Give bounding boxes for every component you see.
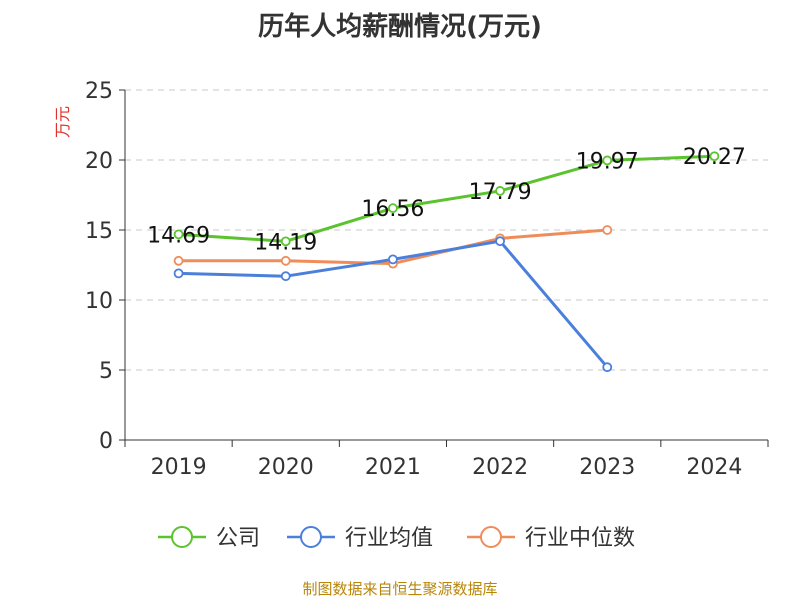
data-label: 17.79 <box>469 180 532 205</box>
y-tick-label: 25 <box>85 79 113 104</box>
data-point <box>280 271 291 282</box>
data-label: 19.97 <box>576 149 639 174</box>
data-point <box>602 362 613 373</box>
chart-title: 历年人均薪酬情况(万元) <box>258 12 542 42</box>
data-point <box>388 203 398 214</box>
data-point <box>173 229 184 240</box>
legend-marker <box>480 526 502 548</box>
data-point <box>388 254 398 265</box>
legend-marker <box>171 526 193 548</box>
data-label: 20.27 <box>683 145 746 170</box>
series-line-0 <box>178 154 715 243</box>
grid-lines <box>125 89 768 371</box>
legend-marker <box>300 526 322 548</box>
y-tick-label: 10 <box>85 289 113 314</box>
data-label: 14.69 <box>147 223 210 248</box>
legend-label: 公司 <box>216 526 260 551</box>
data-point <box>709 151 720 162</box>
data-point <box>173 268 184 279</box>
legend-item-0: 公司 <box>158 526 260 551</box>
y-tick-label: 15 <box>85 219 113 244</box>
source-note: 制图数据来自恒生聚源数据库 <box>302 580 498 598</box>
data-labels: 14.69 14.19 16.56 17.79 19.97 20.27 <box>147 145 746 255</box>
data-point <box>173 255 184 266</box>
data-point <box>280 236 291 247</box>
data-point <box>602 225 613 235</box>
y-tick-label: 5 <box>99 359 113 384</box>
x-tick-label: 2023 <box>579 455 635 480</box>
legend: 公司 行业均值 行业中位数 <box>158 526 635 551</box>
legend-label: 行业均值 <box>345 526 433 551</box>
data-point <box>495 186 505 196</box>
y-tick-label: 0 <box>99 429 113 454</box>
x-tick-label: 2019 <box>151 455 207 480</box>
y-axis-label: 万元 <box>53 106 72 138</box>
series-lines <box>173 151 720 373</box>
axes: 0 5 10 15 20 25 2019 2020 2021 2022 2023 2024 <box>85 79 769 480</box>
x-tick-label: 2024 <box>686 455 742 480</box>
legend-item-2: 行业中位数 <box>467 526 635 551</box>
x-tick-label: 2020 <box>258 455 314 480</box>
data-label: 14.19 <box>254 230 317 255</box>
legend-label: 行业中位数 <box>525 526 635 551</box>
x-tick-label: 2022 <box>472 455 528 480</box>
data-label: 16.56 <box>361 197 424 222</box>
data-point <box>602 155 613 166</box>
data-point <box>495 236 505 247</box>
legend-item-1: 行业均值 <box>287 526 433 551</box>
y-tick-label: 20 <box>85 149 113 174</box>
x-tick-label: 2021 <box>365 455 421 480</box>
data-point <box>280 255 291 266</box>
